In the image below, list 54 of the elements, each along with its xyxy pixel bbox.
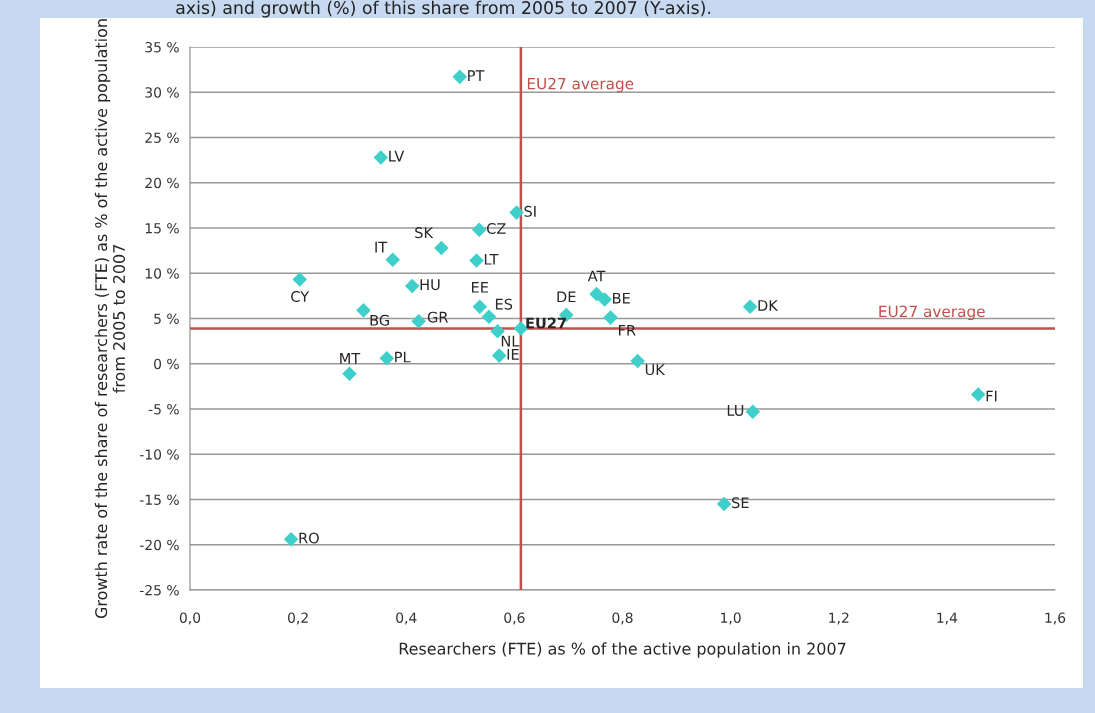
annotation: DE bbox=[557, 291, 576, 303]
y-tick-label: 30 % bbox=[145, 87, 179, 98]
annotation: MT bbox=[340, 353, 361, 364]
x-tick-label: 0,8 bbox=[612, 612, 633, 625]
ref-line-label: EU27 average bbox=[879, 305, 985, 321]
y-tick-label: 35 % bbox=[145, 41, 179, 53]
annotation: BG bbox=[370, 314, 389, 326]
annotation: BE bbox=[613, 292, 630, 304]
annotation: EU27 bbox=[526, 317, 566, 329]
annotation: PT bbox=[468, 70, 485, 81]
annotation: EE bbox=[471, 281, 489, 293]
x-tick-label: 1,6 bbox=[1045, 612, 1066, 625]
x-tick-label: 1,2 bbox=[829, 612, 849, 625]
x-tick-label: 1,4 bbox=[937, 612, 958, 625]
annotation: IT bbox=[375, 241, 388, 253]
annotation: FI bbox=[986, 390, 997, 402]
annotation: LU bbox=[727, 405, 744, 416]
annotation: SE bbox=[732, 497, 749, 509]
y-tick-label: -5 % bbox=[148, 403, 179, 415]
x-tick-label: 0,6 bbox=[504, 612, 525, 625]
annotation: UK bbox=[645, 364, 666, 376]
chart-title: axis) and growth (%) of this share from 2005 to 2007 (Y-axis). bbox=[176, 0, 711, 18]
y-tick-label: 10 % bbox=[145, 268, 179, 279]
annotation: LT bbox=[484, 253, 499, 265]
annotation: CY bbox=[291, 290, 310, 302]
annotation: AT bbox=[587, 270, 606, 282]
annotation: HU bbox=[420, 279, 440, 291]
annotation: IE bbox=[507, 349, 519, 360]
y-tick-label: -10 % bbox=[139, 449, 179, 460]
annotation: ES bbox=[495, 298, 513, 310]
y-tick-label: 15 % bbox=[145, 222, 179, 234]
y-tick-label: 0 % bbox=[154, 358, 179, 370]
y-tick-label: 20 % bbox=[145, 177, 179, 189]
x-tick-label: 0,4 bbox=[396, 612, 417, 625]
annotation: PL bbox=[395, 351, 411, 363]
x-tick-label: 1,0 bbox=[721, 612, 741, 625]
y-tick-label: 5 % bbox=[154, 313, 179, 324]
annotation: DK bbox=[758, 300, 779, 311]
y-tick-label: 25 % bbox=[145, 132, 179, 143]
y-tick-label: -15 % bbox=[139, 494, 179, 505]
x-tick-label: 0,2 bbox=[288, 612, 308, 625]
annotation: LV bbox=[389, 150, 405, 162]
annotation: SK bbox=[415, 227, 434, 239]
annotation: NL bbox=[501, 335, 520, 347]
ref-line-label: EU27 average bbox=[527, 77, 634, 93]
y-axis-title: Growth rate of the share of researchers (FTE) as % of the active population from 2005 to 2007 bbox=[94, 19, 126, 619]
y-tick-label: -20 % bbox=[139, 539, 179, 551]
x-tick-label: 0,0 bbox=[179, 612, 201, 625]
annotation: GR bbox=[427, 311, 449, 323]
x-axis-title: Researchers (FTE) as % of the active population in 2007 bbox=[399, 642, 846, 658]
annotation: RO bbox=[299, 532, 319, 544]
annotation: SI bbox=[524, 205, 536, 217]
y-tick-label: -25 % bbox=[139, 584, 179, 596]
annotation: CZ bbox=[487, 223, 506, 235]
